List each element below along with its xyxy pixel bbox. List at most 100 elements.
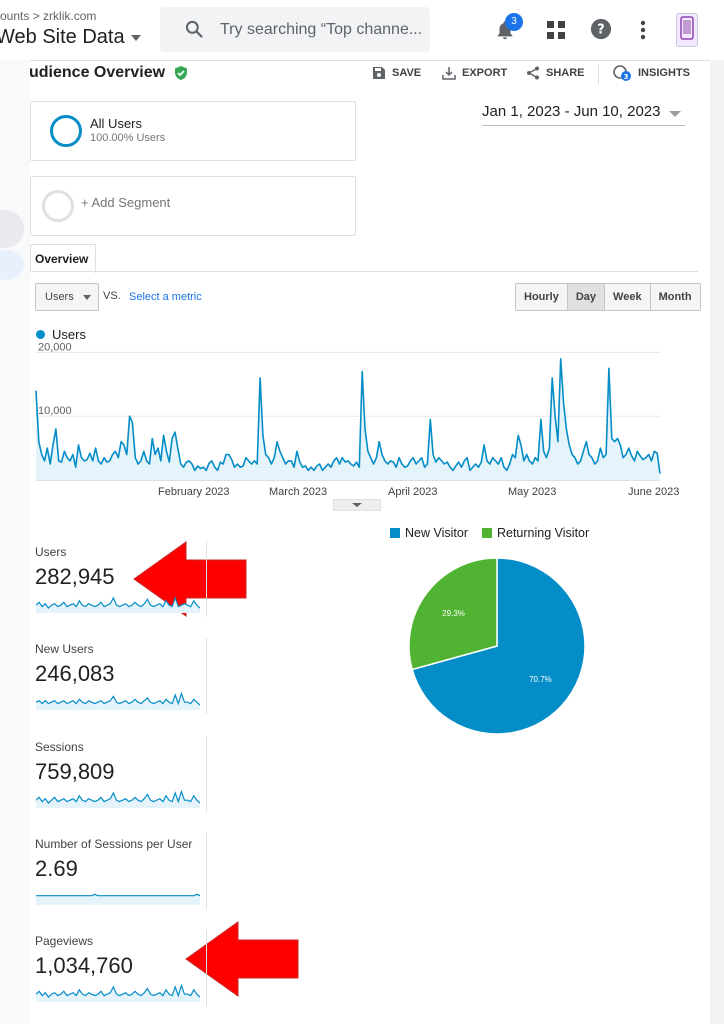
granularity-toggle: Hourly Day Week Month bbox=[515, 283, 701, 311]
insights-label: INSIGHTS bbox=[638, 67, 690, 79]
phone-avatar-icon bbox=[680, 16, 694, 40]
sessions-sparkline[interactable] bbox=[36, 788, 200, 808]
chevron-down-icon bbox=[83, 295, 91, 300]
granularity-month-button[interactable]: Month bbox=[650, 284, 700, 310]
notification-badge: 3 bbox=[505, 13, 523, 31]
property-selector[interactable]: Web Site Data bbox=[0, 26, 141, 49]
pageviews-metric-label: Pageviews bbox=[35, 934, 94, 948]
granularity-day-button[interactable]: Day bbox=[567, 284, 606, 310]
users-metric-label: Users bbox=[35, 545, 67, 559]
new-users-metric-value: 246,083 bbox=[35, 661, 115, 686]
scrollbar[interactable] bbox=[710, 60, 724, 1024]
segment-color-ring bbox=[50, 115, 82, 147]
export-label: EXPORT bbox=[462, 67, 508, 79]
legend-swatch bbox=[481, 528, 492, 538]
insights-count: 3 bbox=[624, 73, 629, 81]
users-metric-value: 282,945 bbox=[35, 564, 115, 589]
svg-text:?: ? bbox=[597, 23, 604, 38]
tab-divider bbox=[30, 271, 698, 272]
legend-label: Returning Visitor bbox=[496, 526, 590, 540]
date-range-picker[interactable]: Jan 1, 2023 - Jun 10, 2023 bbox=[482, 103, 685, 126]
sessions-metric-label: Sessions bbox=[35, 740, 84, 754]
card-divider bbox=[206, 930, 207, 1006]
sparkline-area bbox=[36, 894, 200, 905]
chevron-down-icon bbox=[130, 34, 141, 41]
segment-all-users[interactable] bbox=[30, 101, 356, 161]
users-series-line[interactable] bbox=[35, 358, 661, 474]
add-segment-label: + Add Segment bbox=[81, 195, 171, 210]
pie-data-label: 70.7% bbox=[529, 675, 552, 684]
users-line-chart[interactable]: 20,000 10,000 February 2023 March 2023 April… bbox=[30, 340, 680, 510]
card-divider bbox=[206, 736, 207, 812]
segment-percentage: 100.00% Users bbox=[90, 132, 166, 144]
sparkline-area bbox=[36, 985, 200, 1002]
users-legend-swatch bbox=[36, 330, 45, 339]
sessions-metric-value: 759,809 bbox=[35, 759, 115, 784]
users-legend-label: Users bbox=[52, 327, 86, 342]
sparkline-area bbox=[36, 791, 200, 808]
pageviews-metric-value: 1,034,760 bbox=[35, 953, 133, 978]
avatar[interactable] bbox=[676, 13, 698, 47]
search-icon[interactable] bbox=[184, 19, 204, 39]
help-icon[interactable]: ? bbox=[590, 18, 612, 40]
share-icon bbox=[527, 66, 539, 80]
pie-slice-returning-visitor[interactable] bbox=[408, 557, 498, 671]
x-tick-label: April 2023 bbox=[388, 486, 438, 498]
chevron-down-icon bbox=[669, 111, 681, 117]
save-button[interactable]: SAVE bbox=[372, 64, 421, 82]
breadcrumb[interactable]: ounts > zrklik.com bbox=[0, 9, 97, 23]
save-icon bbox=[373, 67, 385, 79]
visitor-type-pie-chart[interactable]: 70.7% 29.3% bbox=[404, 553, 590, 739]
insights-button[interactable]: 3 INSIGHTS bbox=[612, 64, 690, 82]
legend-label: New Visitor bbox=[405, 526, 468, 540]
share-button[interactable]: SHARE bbox=[526, 64, 585, 82]
search-input[interactable] bbox=[220, 17, 426, 43]
number-of-sessions-per-user-sparkline[interactable] bbox=[36, 885, 200, 905]
sparkline-path bbox=[36, 596, 200, 610]
sparkline-path bbox=[36, 983, 200, 999]
sparkline-area bbox=[36, 693, 200, 710]
legend-swatch bbox=[390, 528, 400, 538]
pie-legend-item[interactable]: Returning Visitor bbox=[481, 526, 590, 540]
y-tick-label: 10,000 bbox=[38, 405, 72, 417]
metric-dropdown[interactable]: Users bbox=[35, 283, 99, 311]
segment-name: All Users bbox=[90, 116, 143, 131]
x-tick-label: May 2023 bbox=[508, 486, 556, 498]
pie-legend: New Visitor Returning Visitor bbox=[390, 526, 589, 540]
select-metric-link[interactable]: Select a metric bbox=[129, 291, 202, 303]
toolbar-divider bbox=[598, 64, 599, 84]
number-of-sessions-per-user-metric-label: Number of Sessions per User bbox=[35, 837, 193, 851]
users-series-area bbox=[36, 358, 660, 480]
left-gutter bbox=[0, 60, 30, 1024]
more-vert-icon[interactable] bbox=[640, 20, 646, 40]
add-segment-button[interactable] bbox=[30, 176, 356, 236]
y-tick-label: 20,000 bbox=[38, 341, 72, 353]
property-name: Web Site Data bbox=[0, 26, 125, 48]
sparkline-area bbox=[36, 597, 200, 613]
date-range-label: Jan 1, 2023 - Jun 10, 2023 bbox=[482, 103, 661, 120]
apps-grid-icon[interactable] bbox=[546, 20, 566, 40]
granularity-week-button[interactable]: Week bbox=[605, 284, 651, 310]
new-users-sparkline[interactable] bbox=[36, 690, 200, 710]
vs-label: VS. bbox=[103, 290, 121, 302]
save-label: SAVE bbox=[392, 67, 422, 79]
pie-data-label: 29.3% bbox=[442, 609, 465, 618]
export-button[interactable]: EXPORT bbox=[442, 64, 507, 82]
insights-icon: 3 bbox=[613, 65, 631, 81]
chart-collapse-handle[interactable] bbox=[333, 499, 381, 511]
card-divider bbox=[206, 541, 207, 617]
card-divider bbox=[206, 833, 207, 909]
export-icon bbox=[442, 67, 456, 80]
sparkline-path bbox=[36, 691, 200, 706]
pageviews-sparkline[interactable] bbox=[36, 982, 200, 1002]
red-annotation-arrow-pageviews bbox=[185, 921, 299, 997]
granularity-hourly-button[interactable]: Hourly bbox=[516, 284, 568, 310]
verified-shield-icon bbox=[175, 66, 187, 80]
report-panel bbox=[30, 60, 710, 1025]
tab-overview[interactable]: Overview bbox=[30, 244, 96, 273]
pie-slice-new-visitor[interactable] bbox=[411, 557, 586, 735]
x-tick-label: February 2023 bbox=[158, 486, 230, 498]
users-sparkline[interactable] bbox=[36, 593, 200, 613]
number-of-sessions-per-user-metric-value: 2.69 bbox=[35, 856, 78, 881]
pie-legend-item[interactable]: New Visitor bbox=[390, 526, 468, 540]
